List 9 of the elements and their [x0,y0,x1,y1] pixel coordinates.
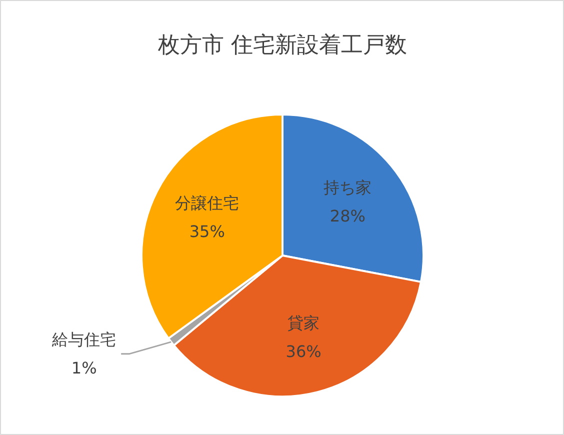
chart-title: 枚方市 住宅新設着工戸数 [157,33,408,58]
slice-label: 分譲住宅 [175,193,240,212]
slice-label: 持ち家 [324,178,372,197]
data-label: 1% [71,358,97,378]
data-label: 36% [286,342,322,362]
slice-label: 貸家 [288,314,320,333]
data-label: 35% [189,222,225,241]
slice-label: 給与住宅 [51,330,116,350]
data-label: 28% [330,206,366,226]
